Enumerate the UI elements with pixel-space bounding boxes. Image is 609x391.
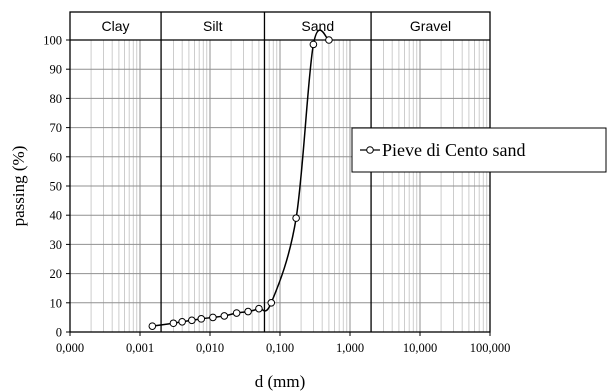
legend-label: Pieve di Cento sand: [382, 140, 525, 160]
data-point: [197, 315, 206, 323]
x-axis-title: d (mm): [255, 372, 306, 391]
grid: [69, 39, 491, 333]
data-point: [244, 307, 252, 316]
band-label-gravel: Gravel: [410, 18, 451, 34]
band-label-silt: Silt: [203, 18, 223, 34]
y-tick-label: 40: [50, 209, 63, 223]
legend: Pieve di Cento sand: [351, 127, 607, 173]
x-tick-label: 0,100: [266, 341, 294, 355]
data-point: [267, 299, 276, 307]
series-line: [152, 29, 330, 327]
data-point: [292, 214, 300, 222]
band-dividers: Clay Silt Sand Gravel: [70, 12, 490, 332]
y-tick-label: 90: [50, 63, 63, 77]
y-tick-label: 70: [50, 121, 63, 135]
data-point: [232, 309, 241, 317]
x-tick-label: 0,010: [196, 341, 224, 355]
data-point: [188, 316, 196, 325]
data-point: [209, 313, 217, 322]
band-label-sand: Sand: [301, 18, 334, 34]
legend-swatch-marker: [366, 146, 374, 154]
data-point: [148, 322, 157, 330]
x-tick-label: 1,000: [336, 341, 364, 355]
y-tick-label: 60: [50, 150, 63, 164]
y-tick-label: 20: [50, 267, 63, 281]
data-point: [325, 36, 333, 44]
x-tick-label: 10,000: [403, 341, 437, 355]
legend-box: [351, 127, 607, 173]
data-point: [220, 312, 229, 320]
data-point: [178, 317, 186, 326]
data-point: [309, 40, 318, 49]
y-tick-label: 50: [50, 180, 63, 194]
tick-labels: 0,000 0,001 0,010 0,100 1,000 10,000 100,000 0 1…: [43, 34, 510, 356]
x-tick-label: 0,001: [126, 341, 154, 355]
y-axis-title: passing (%): [9, 146, 28, 227]
data-point: [169, 319, 178, 328]
y-tick-label: 10: [50, 296, 63, 310]
x-tick-label: 0,000: [56, 341, 84, 355]
y-tick-label: 80: [50, 92, 63, 106]
band-label-clay: Clay: [102, 18, 130, 34]
band-header-background: [70, 12, 490, 40]
series-layer: [148, 29, 333, 330]
data-point: [255, 304, 263, 313]
y-tick-label: 30: [50, 238, 63, 252]
y-tick-label: 100: [43, 34, 62, 48]
y-tick-label: 0: [56, 326, 62, 340]
x-tick-label: 100,000: [470, 341, 511, 355]
